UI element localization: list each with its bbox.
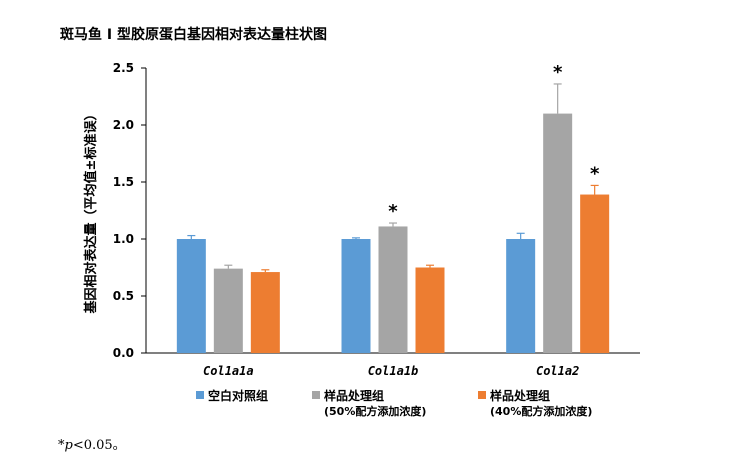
bar	[506, 239, 536, 353]
bar	[213, 268, 243, 353]
bar	[341, 239, 371, 353]
legend-swatch-sample40	[478, 391, 486, 399]
x-tick-label: Col1a1a	[203, 364, 254, 378]
footnote: *p<0.05。	[58, 434, 126, 453]
significance-marker: *	[388, 201, 398, 222]
bar	[378, 226, 408, 353]
labels: 0.0 0.5 1.0 1.5 2.0 2.5 基因相对表达量（平均值±标准误） Col1a1…	[83, 61, 600, 378]
y-tick-label: 0.0	[113, 346, 134, 360]
y-tick-label: 2.5	[113, 61, 134, 75]
footnote-star: *	[58, 438, 65, 453]
legend-label-sample50: 样品处理组	[324, 389, 385, 403]
y-tick-label: 1.5	[113, 175, 134, 189]
footnote-p: p	[64, 438, 73, 453]
legend-swatch-blank	[196, 391, 204, 399]
x-tick-label: Col1a2	[536, 364, 579, 378]
legend-item-blank: 空白对照组	[196, 388, 268, 404]
y-tick-label: 2.0	[113, 118, 134, 132]
bars	[176, 83, 610, 353]
legend-item-sample50: 样品处理组 (50%配方添加浓度)	[312, 388, 426, 420]
y-tick-label: 0.5	[113, 289, 134, 303]
bar	[415, 267, 445, 353]
legend-label-blank: 空白对照组	[208, 389, 269, 403]
legend-swatch-sample50	[312, 391, 320, 399]
bar	[250, 272, 280, 353]
significance-marker: *	[590, 163, 600, 184]
page-title: 斑马鱼 I 型胶原蛋白基因相对表达量柱状图	[60, 27, 327, 43]
bar	[580, 194, 610, 353]
footnote-rest: <0.05。	[72, 438, 126, 453]
legend-sublabel-sample40: (40%配方添加浓度)	[490, 405, 593, 418]
bar	[543, 113, 573, 353]
legend-label-sample40: 样品处理组	[490, 389, 551, 403]
x-tick-label: Col1a1b	[368, 364, 419, 378]
legend-sublabel-sample50: (50%配方添加浓度)	[324, 405, 427, 418]
significance-marker: *	[553, 62, 563, 83]
legend-item-sample40: 样品处理组 (40%配方添加浓度)	[478, 388, 592, 420]
y-tick-label: 1.0	[113, 232, 134, 246]
bar	[176, 239, 206, 353]
y-axis-label: 基因相对表达量（平均值±标准误）	[83, 108, 99, 315]
